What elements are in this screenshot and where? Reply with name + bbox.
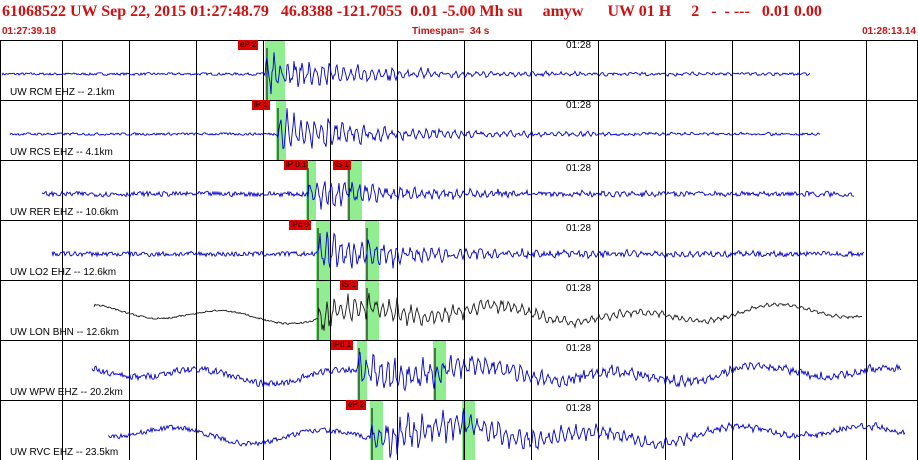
station-label: UW WPW EHZ -- 20.2km [10, 387, 123, 398]
seismogram-trace [9, 108, 821, 150]
station-label: UW LO2 EHZ -- 12.6km [10, 267, 117, 278]
pick-flag[interactable]: iS 1 [333, 160, 351, 170]
waveform-wpw [0, 340, 918, 400]
station-label: UW RCS EHZ -- 4.1km [10, 147, 113, 158]
pick-flag[interactable]: eP 2 [238, 40, 259, 50]
pick-window [365, 220, 379, 280]
pick-window [316, 280, 330, 340]
pick-flag[interactable]: eP 2 [346, 400, 367, 410]
seismogram-trace [1, 52, 811, 95]
event-title: 61068522 UW Sep 22, 2015 01:27:48.79 46.… [2, 3, 822, 20]
pick-flag[interactable]: iP 0.1 [284, 160, 309, 170]
waveform-lo2 [0, 220, 918, 280]
end-time: 01:28:13.14 [862, 26, 916, 37]
header: 61068522 UW Sep 22, 2015 01:27:48.79 46.… [0, 0, 918, 40]
trace-panels[interactable]: 01:28 eP 2 UW RCM EHZ -- 2.1km 01:28 iP … [0, 40, 918, 460]
seismogram-trace [107, 408, 906, 458]
station-label: UW RVC EHZ -- 23.5km [10, 447, 119, 458]
pick-window [370, 400, 383, 460]
trace-panel-rcs[interactable]: 01:28 iP 1 UW RCS EHZ -- 4.1km [0, 100, 918, 160]
pick-window [357, 340, 367, 400]
minute-mark: 01:28 [566, 100, 592, 111]
waveform-rcm [0, 40, 918, 100]
pick-window [462, 400, 475, 460]
pick-flag[interactable]: iP 1 [252, 100, 270, 110]
seismogram-trace [51, 231, 865, 269]
trace-panel-rer[interactable]: 01:28 iP 0.1 iS 1 UW RER EHZ -- 10.6km [0, 160, 918, 220]
pick-window [347, 160, 362, 220]
waveform-rer [0, 160, 918, 220]
pick-window [433, 340, 446, 400]
trace-panel-wpw[interactable]: 01:28 iPd 1 UW WPW EHZ -- 20.2km [0, 340, 918, 400]
station-label: UW LON BHN -- 12.6km [10, 327, 119, 338]
pick-flag[interactable]: iPc 0 [289, 220, 311, 230]
waveform-rvc [0, 400, 918, 460]
waveform-rcs [0, 100, 918, 160]
waveform-lon [0, 280, 918, 340]
timespan: Timespan= 34 s [412, 26, 490, 37]
station-label: UW RER EHZ -- 10.6km [10, 207, 119, 218]
trace-panel-rvc[interactable]: 01:28 eP 2 UW RVC EHZ -- 23.5km [0, 400, 918, 460]
seismogram-trace [93, 292, 863, 331]
trace-panel-lon[interactable]: 01:28 iS 1 UW LON BHN -- 12.6km [0, 280, 918, 340]
start-time: 01:27:39.18 [2, 26, 56, 37]
minute-mark: 01:28 [566, 163, 592, 174]
minute-mark: 01:28 [566, 283, 592, 294]
pick-flag[interactable]: iS 1 [340, 280, 358, 290]
seismogram-trace [91, 352, 902, 392]
pick-window [276, 100, 286, 160]
minute-mark: 01:28 [566, 40, 592, 51]
minute-mark: 01:28 [566, 343, 592, 354]
pick-flag[interactable]: iPd 1 [331, 340, 354, 350]
trace-panel-lo2[interactable]: 01:28 iPc 0 UW LO2 EHZ -- 12.6km [0, 220, 918, 280]
station-label: UW RCM EHZ -- 2.1km [10, 87, 115, 98]
minute-mark: 01:28 [566, 223, 592, 234]
minute-mark: 01:28 [566, 403, 592, 414]
trace-panel-rcm[interactable]: 01:28 eP 2 UW RCM EHZ -- 2.1km [0, 40, 918, 100]
seismogram-trace [41, 181, 855, 210]
